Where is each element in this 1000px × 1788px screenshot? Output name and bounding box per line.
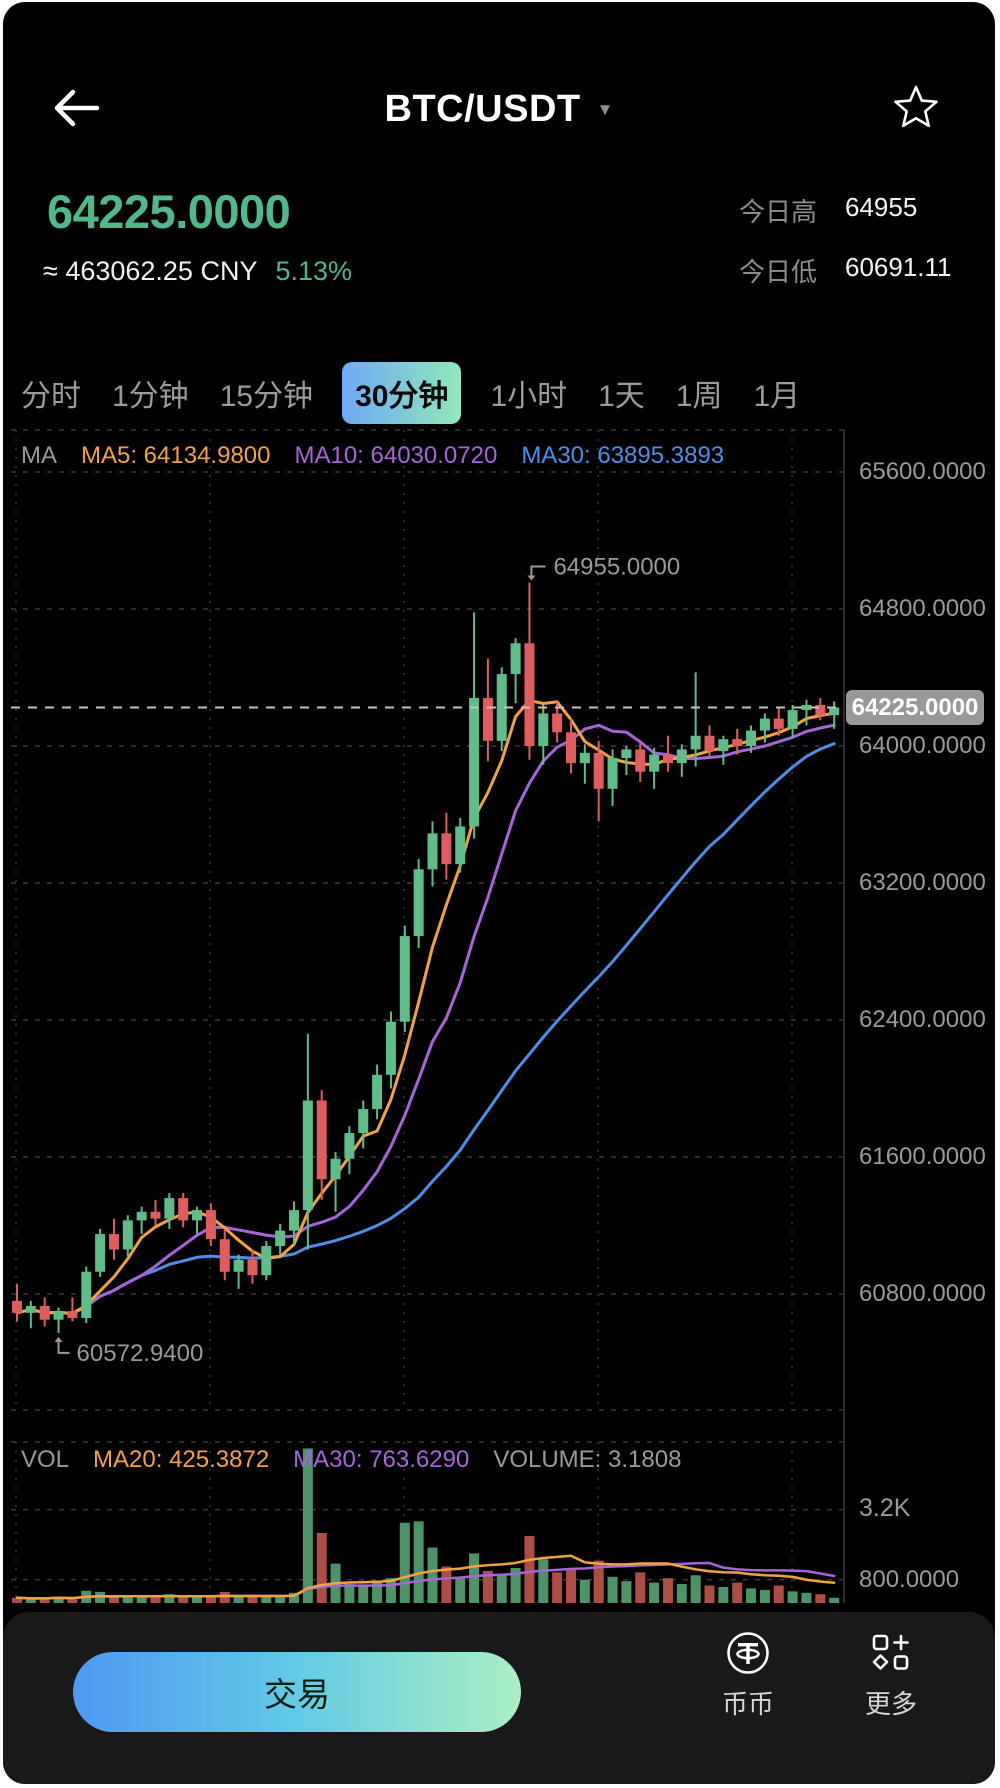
chevron-down-icon: ▼ bbox=[596, 100, 614, 119]
day-low-label: 今日低 bbox=[738, 257, 817, 287]
more-button[interactable]: 更多 bbox=[836, 1630, 946, 1721]
legend-item: MA30: 63895.3893 bbox=[521, 442, 725, 469]
day-low-row: 今日低 60691.11 bbox=[731, 252, 965, 289]
back-button[interactable] bbox=[51, 82, 103, 134]
legend-item: MA30: 763.6290 bbox=[293, 1446, 470, 1473]
day-high-value: 64955 bbox=[845, 192, 918, 222]
ma-group-label: MA bbox=[21, 442, 57, 469]
trade-button[interactable]: 交易 bbox=[73, 1652, 521, 1732]
header: BTC/USDT ▼ bbox=[3, 64, 995, 154]
price-axis-tick: 60800.0000 bbox=[859, 1280, 986, 1307]
bottom-bar: 交易 币币 更多 bbox=[3, 1612, 995, 1784]
timeframe-tab-30分钟[interactable]: 30分钟 bbox=[342, 362, 462, 424]
day-high-label: 今日高 bbox=[738, 197, 817, 227]
volume-axis-tick: 800.0000 bbox=[859, 1566, 960, 1593]
star-icon bbox=[894, 85, 938, 128]
timeframe-tab-1周[interactable]: 1周 bbox=[675, 380, 723, 413]
tether-icon bbox=[727, 1632, 769, 1674]
svg-text:60572.9400: 60572.9400 bbox=[77, 1340, 204, 1367]
price-axis-tick: 64800.0000 bbox=[859, 595, 986, 622]
fiat-value: ≈ 463062.25 CNY bbox=[43, 256, 258, 286]
timeframe-tab-15分钟[interactable]: 15分钟 bbox=[219, 380, 314, 413]
price-axis-tick: 62400.0000 bbox=[859, 1006, 986, 1033]
legend-item: MA10: 64030.0720 bbox=[294, 442, 498, 469]
pair-title: BTC/USDT bbox=[384, 88, 581, 130]
favorite-button[interactable] bbox=[891, 82, 941, 132]
timeframe-tab-1天[interactable]: 1天 bbox=[598, 380, 645, 413]
spot-label: 币币 bbox=[721, 1689, 774, 1719]
price-axis-tick: 65600.0000 bbox=[859, 458, 986, 485]
vol-group-label: VOL bbox=[21, 1446, 70, 1473]
legend-item: VOLUME: 3.1808 bbox=[493, 1446, 682, 1473]
price-axis-tick: 64000.0000 bbox=[859, 732, 986, 759]
pair-selector[interactable]: BTC/USDT ▼ bbox=[3, 64, 995, 154]
timeframe-tabs: 分时 1分钟 15分钟 30分钟 1小时 1天 1周 1月 bbox=[19, 362, 802, 424]
svg-text:64955.0000: 64955.0000 bbox=[553, 553, 680, 580]
current-price-tag: 64225.0000 bbox=[846, 690, 984, 725]
volume-legend: VOL MA20: 425.3872 MA30: 763.6290 VOLUME: … bbox=[21, 1446, 681, 1474]
timeframe-tab-1分钟[interactable]: 1分钟 bbox=[112, 380, 189, 413]
legend-item: MA5: 64134.9800 bbox=[81, 442, 271, 469]
timeframe-tab-1月[interactable]: 1月 bbox=[753, 380, 801, 413]
price-axis-tick: 61600.0000 bbox=[859, 1143, 986, 1170]
day-high-row: 今日高 64955 bbox=[731, 192, 965, 229]
day-low-value: 60691.11 bbox=[845, 252, 952, 282]
timeframe-tab-分时[interactable]: 分时 bbox=[21, 380, 81, 413]
timeframe-tab-1小时[interactable]: 1小时 bbox=[490, 380, 568, 413]
more-apps-icon bbox=[872, 1634, 909, 1670]
arrow-left-icon bbox=[54, 89, 100, 127]
spot-trading-button[interactable]: 币币 bbox=[693, 1630, 803, 1721]
legend-item: MA20: 425.3872 bbox=[93, 1446, 270, 1473]
day-high-low: 今日高 64955 今日低 60691.11 bbox=[731, 192, 965, 312]
fiat-row: ≈ 463062.25 CNY 5.13% bbox=[43, 256, 352, 287]
price-ma-legend: MA MA5: 64134.9800 MA10: 64030.0720 MA30: … bbox=[21, 442, 724, 470]
price-axis-tick: 63200.0000 bbox=[859, 869, 986, 896]
more-label: 更多 bbox=[864, 1689, 917, 1719]
volume-axis-tick: 3.2K bbox=[859, 1494, 911, 1522]
vol-values: MA20: 425.3872 MA30: 763.6290 VOLUME: 3.18… bbox=[93, 1446, 681, 1474]
last-price: 64225.0000 bbox=[47, 185, 291, 238]
ma-values: MA5: 64134.9800 MA10: 64030.0720 MA30: 638… bbox=[81, 442, 724, 470]
trading-app-screen: BTC/USDT ▼ 64225.0000 ≈ 463062.25 CNY 5.13… bbox=[3, 2, 995, 1784]
candlestick-chart[interactable]: 64955.0000 60572.9400 bbox=[3, 422, 995, 1610]
change-percent: 5.13% bbox=[275, 256, 353, 286]
